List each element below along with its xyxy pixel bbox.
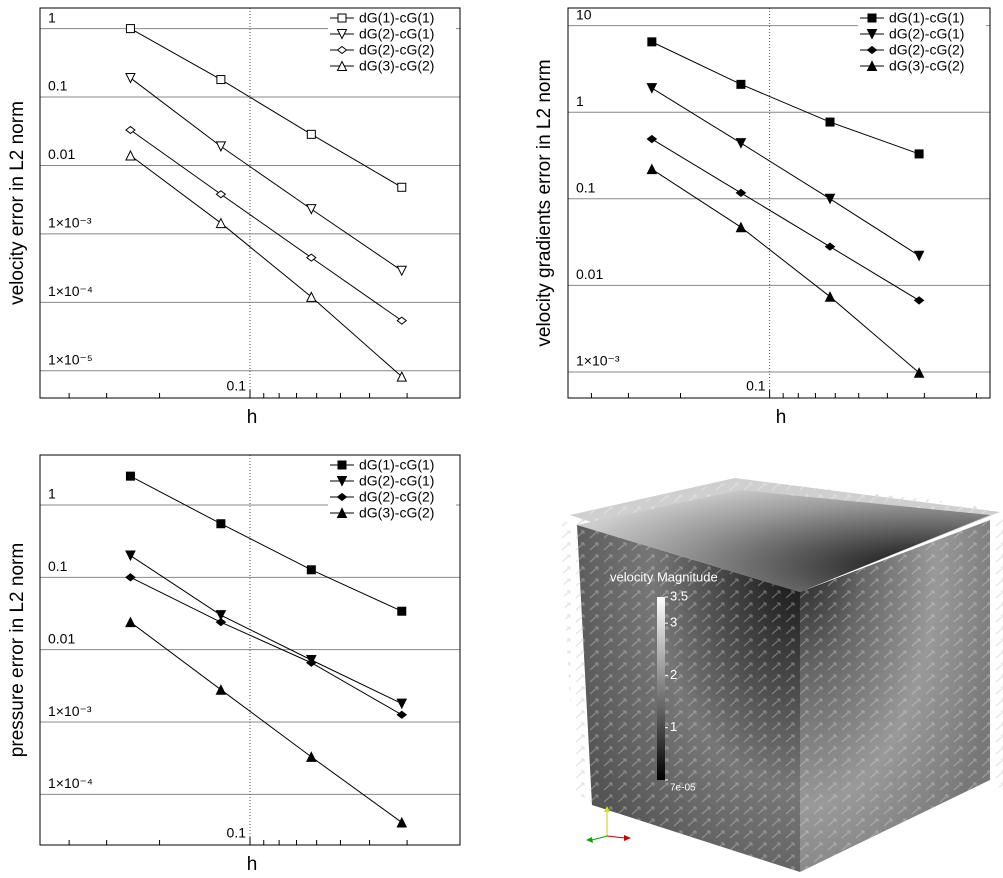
marker bbox=[216, 142, 225, 151]
y-tick-label: 1 bbox=[576, 93, 584, 109]
legend-marker bbox=[338, 461, 346, 469]
colorbar-title: velocity Magnitude bbox=[610, 569, 718, 584]
y-tick-label: 1×10⁻⁵ bbox=[48, 351, 93, 367]
render-3d bbox=[560, 478, 1003, 872]
marker bbox=[398, 183, 406, 191]
marker bbox=[826, 118, 834, 126]
marker bbox=[307, 130, 315, 138]
y-tick-label: 1 bbox=[48, 9, 56, 25]
series-line bbox=[130, 130, 401, 321]
marker bbox=[216, 685, 225, 694]
legend-label: dG(1)-cG(1) bbox=[359, 10, 434, 26]
y-axis-title: pressure error in L2 norm bbox=[7, 543, 28, 757]
legend-label: dG(2)-cG(2) bbox=[359, 489, 434, 505]
y-tick-label: 1×10⁻³ bbox=[576, 353, 620, 369]
x-axis-title: h bbox=[247, 854, 258, 875]
marker bbox=[397, 699, 406, 708]
legend-marker bbox=[868, 14, 876, 22]
y-tick-label: 0.01 bbox=[48, 630, 75, 646]
legend-label: dG(2)-cG(2) bbox=[359, 42, 434, 58]
marker bbox=[647, 84, 656, 93]
marker bbox=[307, 659, 316, 666]
marker bbox=[736, 139, 745, 148]
marker bbox=[397, 711, 406, 718]
colorbar-tick-label: 7e-05 bbox=[670, 783, 696, 794]
series-line bbox=[130, 577, 401, 714]
y-axis-title: velocity gradients error in L2 norm bbox=[534, 59, 555, 346]
y-tick-label: 1×10⁻³ bbox=[48, 703, 92, 719]
marker bbox=[126, 472, 134, 480]
legend-label: dG(2)-cG(1) bbox=[889, 26, 964, 42]
marker bbox=[307, 566, 315, 574]
marker bbox=[126, 151, 135, 160]
legend-label: dG(1)-cG(1) bbox=[359, 457, 434, 473]
y-tick-label: 1×10⁻⁴ bbox=[48, 775, 93, 791]
marker bbox=[126, 618, 135, 627]
y-tick-label: 0.01 bbox=[48, 146, 75, 162]
y-tick-label: 0.1 bbox=[48, 558, 68, 574]
x-tick-label: 0.1 bbox=[746, 378, 766, 394]
legend-marker bbox=[338, 14, 346, 22]
marker bbox=[126, 574, 135, 581]
marker bbox=[307, 205, 316, 214]
marker bbox=[915, 150, 923, 158]
marker bbox=[737, 80, 745, 88]
marker bbox=[307, 752, 316, 761]
legend-label: dG(2)-cG(1) bbox=[359, 26, 434, 42]
marker bbox=[217, 76, 225, 84]
y-tick-label: 1×10⁻³ bbox=[48, 215, 92, 231]
series-line bbox=[652, 169, 919, 373]
colorbar bbox=[657, 597, 665, 780]
y-axis-title: velocity error in L2 norm bbox=[7, 101, 28, 305]
marker bbox=[647, 165, 656, 174]
y-tick-label: 10 bbox=[576, 6, 592, 22]
marker bbox=[126, 73, 135, 82]
marker bbox=[216, 619, 225, 626]
marker bbox=[736, 223, 745, 232]
x-axis-title: h bbox=[247, 407, 258, 428]
marker bbox=[397, 266, 406, 275]
legend-label: dG(2)-cG(1) bbox=[359, 473, 434, 489]
marker bbox=[126, 25, 134, 33]
legend-label: dG(2)-cG(2) bbox=[889, 42, 964, 58]
x-axis-title: h bbox=[776, 407, 787, 428]
marker bbox=[398, 607, 406, 615]
y-tick-label: 0.01 bbox=[576, 266, 603, 282]
legend-label: dG(3)-cG(2) bbox=[359, 58, 434, 74]
marker bbox=[216, 219, 225, 228]
marker bbox=[915, 251, 924, 260]
series-line bbox=[652, 139, 919, 300]
y-tick-label: 1×10⁻⁴ bbox=[48, 283, 93, 299]
marker bbox=[397, 818, 406, 827]
legend-label: dG(3)-cG(2) bbox=[359, 505, 434, 521]
colorbar-tick-label: 3 bbox=[670, 615, 677, 630]
y-tick-label: 0.1 bbox=[48, 78, 68, 94]
x-tick-label: 0.1 bbox=[227, 825, 247, 841]
legend-label: dG(1)-cG(1) bbox=[889, 10, 964, 26]
series-line bbox=[652, 88, 919, 256]
x-tick-label: 0.1 bbox=[227, 378, 247, 394]
colorbar-tick-label: 1 bbox=[670, 719, 677, 734]
y-tick-label: 0.1 bbox=[576, 180, 596, 196]
colorbar-tick-label: 2 bbox=[670, 667, 677, 682]
colorbar-tick-label: 3.5 bbox=[670, 588, 688, 603]
legend-label: dG(3)-cG(2) bbox=[889, 58, 964, 74]
marker bbox=[826, 292, 835, 301]
marker bbox=[126, 551, 135, 560]
marker bbox=[217, 520, 225, 528]
figure: 10.10.011×10⁻³1×10⁻⁴1×10⁻⁵0.1hvelocity e… bbox=[0, 0, 1003, 878]
series-line bbox=[130, 155, 401, 376]
marker bbox=[648, 38, 656, 46]
y-tick-label: 1 bbox=[48, 486, 56, 502]
